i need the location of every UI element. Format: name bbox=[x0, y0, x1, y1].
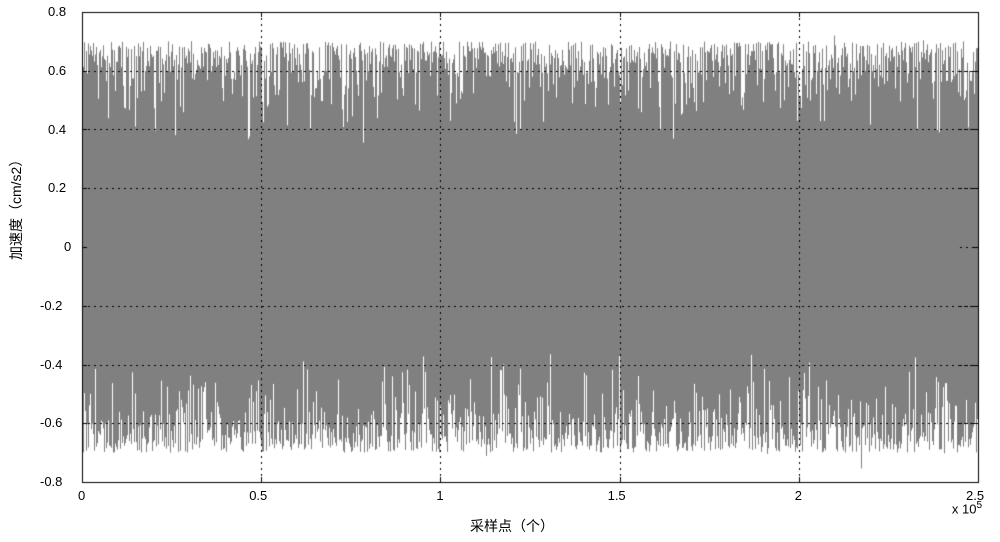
x-tick-label: 2 bbox=[795, 488, 802, 503]
x-tick-label: 1.5 bbox=[608, 488, 626, 503]
y-tick-label: 0.2 bbox=[48, 180, 66, 195]
y-axis-label-text: 加速度（cm/s2） bbox=[8, 153, 24, 260]
x-tick-label: 0 bbox=[78, 488, 85, 503]
signal-canvas bbox=[0, 0, 1000, 542]
y-tick-label: -0.8 bbox=[40, 474, 62, 489]
y-tick-label: 0.8 bbox=[48, 4, 66, 19]
y-tick-label: -0.6 bbox=[40, 415, 62, 430]
x-axis-label: 采样点（个） bbox=[470, 516, 554, 536]
y-tick-label: 0.6 bbox=[48, 63, 66, 78]
x-tick-label: 1 bbox=[436, 488, 443, 503]
x-tick-label: 2.5 bbox=[966, 488, 984, 503]
y-tick-label: -0.2 bbox=[40, 298, 62, 313]
x-tick-label: 0.5 bbox=[249, 488, 267, 503]
x-axis-label-text: 采样点（个） bbox=[470, 518, 554, 534]
y-tick-label: -0.4 bbox=[40, 357, 62, 372]
y-tick-label: 0.4 bbox=[48, 122, 66, 137]
chart-container: 加速度（cm/s2） 采样点（个） x 105 00.511.522.5 -0.… bbox=[0, 0, 1000, 542]
y-tick-label: 0 bbox=[64, 239, 71, 254]
x-axis-multiplier-base: x 10 bbox=[952, 501, 977, 516]
y-axis-label: 加速度（cm/s2） bbox=[6, 153, 26, 260]
